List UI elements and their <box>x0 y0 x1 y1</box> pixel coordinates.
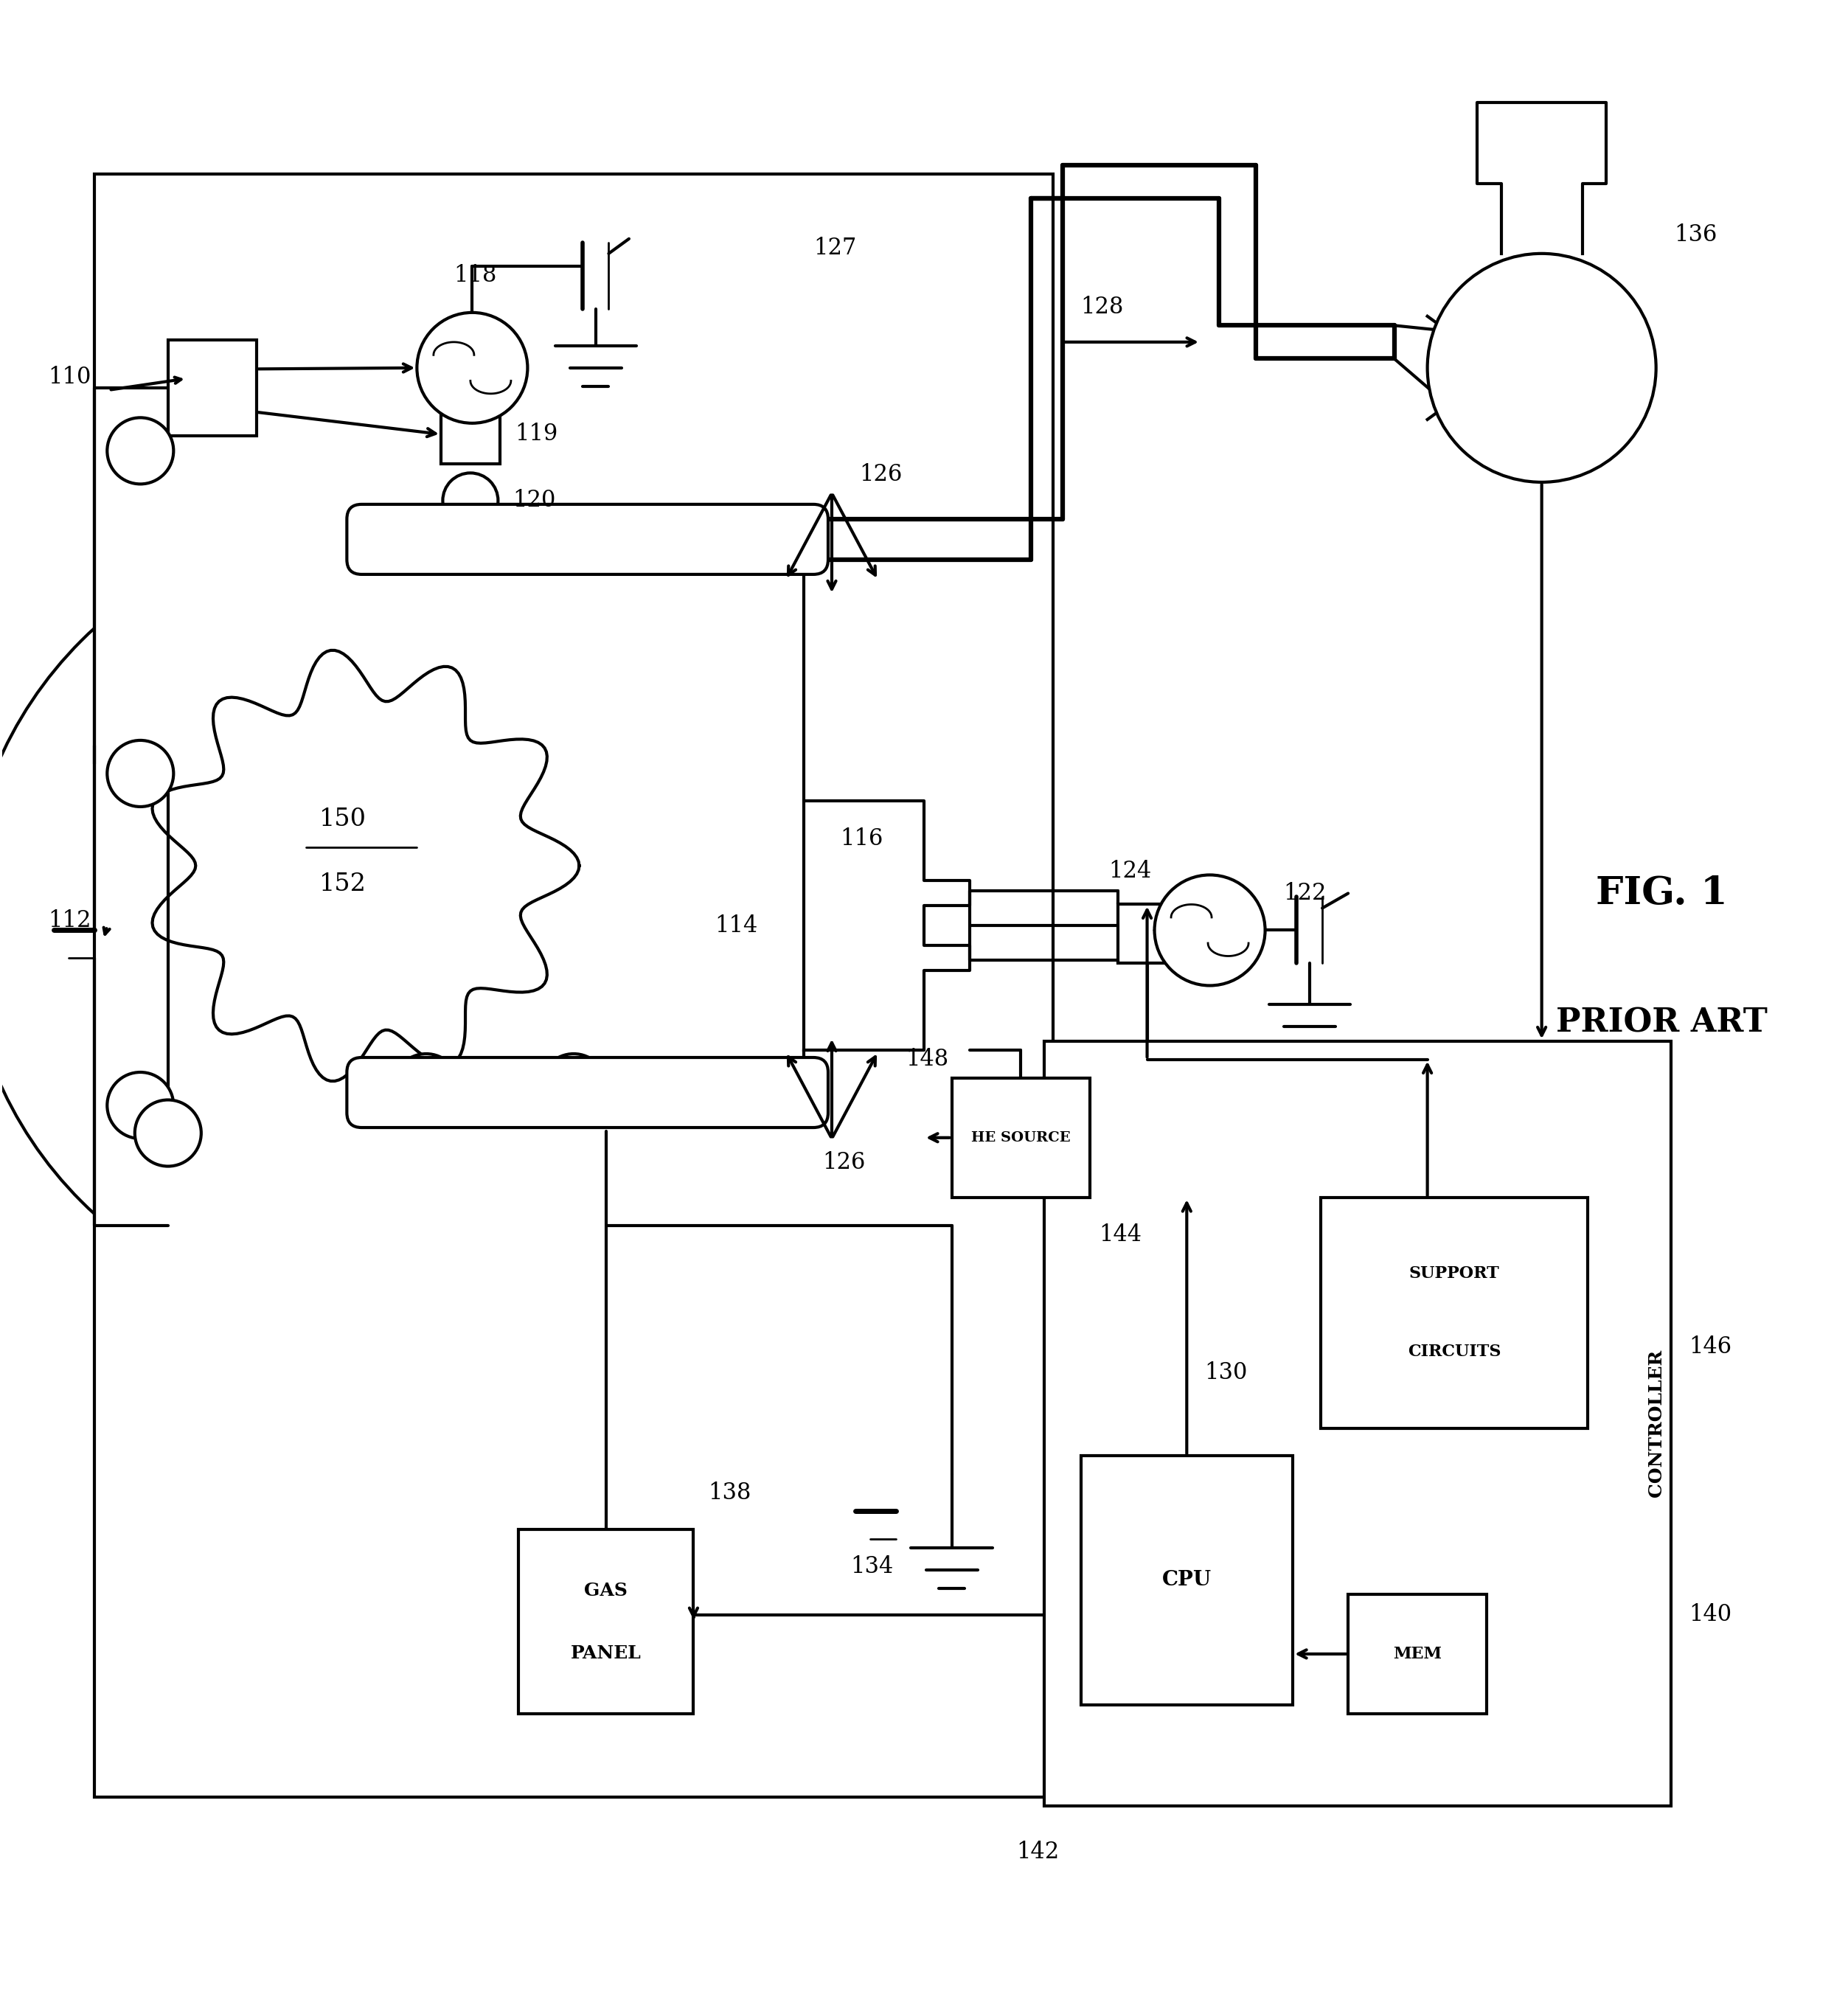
Circle shape <box>540 1054 606 1120</box>
Bar <box>1347 1594 1486 1715</box>
Text: 119: 119 <box>514 424 558 446</box>
Text: 114: 114 <box>715 914 758 938</box>
Text: 136: 136 <box>1674 223 1717 247</box>
Text: 130: 130 <box>1205 1361 1247 1384</box>
Text: PANEL: PANEL <box>571 1645 641 1663</box>
Bar <box>94 175 1053 1797</box>
Bar <box>1081 1456 1294 1705</box>
Text: 150: 150 <box>320 807 366 831</box>
Text: 152: 152 <box>320 871 366 896</box>
Text: 122: 122 <box>1284 882 1327 906</box>
Text: 134: 134 <box>850 1554 893 1578</box>
Circle shape <box>135 1100 201 1167</box>
Text: 120: 120 <box>512 490 556 512</box>
Text: 110: 110 <box>48 365 91 388</box>
Text: 124: 124 <box>1109 859 1151 884</box>
Polygon shape <box>152 651 578 1080</box>
Bar <box>952 1078 1090 1197</box>
Text: SUPPORT: SUPPORT <box>1408 1265 1499 1281</box>
Text: 127: 127 <box>813 237 856 259</box>
Polygon shape <box>804 801 970 1050</box>
Bar <box>1044 1040 1671 1805</box>
Circle shape <box>107 418 174 484</box>
Circle shape <box>107 741 174 807</box>
Text: 144: 144 <box>1100 1223 1142 1245</box>
FancyBboxPatch shape <box>347 504 828 574</box>
Circle shape <box>444 474 499 528</box>
Text: GAS: GAS <box>584 1582 628 1598</box>
Circle shape <box>418 313 527 424</box>
Text: 126: 126 <box>859 464 902 486</box>
Circle shape <box>0 524 758 1317</box>
Text: 140: 140 <box>1689 1602 1732 1626</box>
Circle shape <box>394 1054 460 1120</box>
Text: CIRCUITS: CIRCUITS <box>1408 1343 1501 1359</box>
Text: 128: 128 <box>1081 295 1124 319</box>
Text: 118: 118 <box>455 265 497 287</box>
Text: CONTROLLER: CONTROLLER <box>1647 1349 1665 1498</box>
Text: FIG. 1: FIG. 1 <box>1595 875 1728 912</box>
Text: HE SOURCE: HE SOURCE <box>972 1131 1070 1145</box>
Bar <box>442 406 501 464</box>
Circle shape <box>107 1072 174 1139</box>
Circle shape <box>1427 253 1656 482</box>
Text: 126: 126 <box>822 1151 865 1175</box>
Text: CPU: CPU <box>1162 1570 1212 1590</box>
Text: 116: 116 <box>841 827 883 849</box>
Bar <box>1321 1197 1587 1428</box>
Bar <box>168 339 257 436</box>
Text: 146: 146 <box>1689 1335 1732 1357</box>
Bar <box>517 1530 693 1715</box>
Bar <box>1118 904 1177 964</box>
Circle shape <box>1155 875 1266 986</box>
Text: 112: 112 <box>48 910 91 932</box>
Text: 148: 148 <box>906 1048 948 1070</box>
Text: MEM: MEM <box>1393 1647 1441 1663</box>
Text: 138: 138 <box>708 1482 752 1504</box>
Text: 142: 142 <box>1016 1841 1059 1863</box>
Text: PRIOR ART: PRIOR ART <box>1556 1006 1767 1038</box>
FancyBboxPatch shape <box>347 1058 828 1128</box>
